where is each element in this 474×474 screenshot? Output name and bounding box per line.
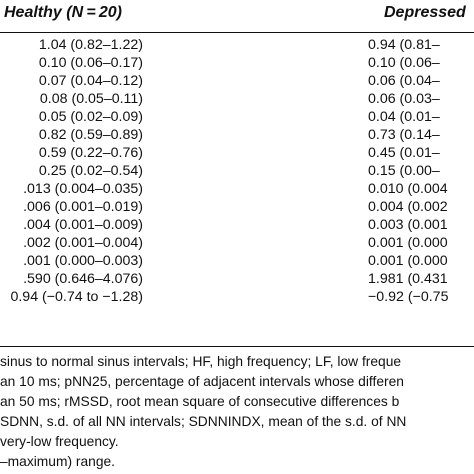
healthy-cell: 0.05 (0.02–0.09) — [38, 109, 143, 125]
table-footnotes: sinus to normal sinus intervals; HF, hig… — [0, 352, 474, 472]
depressed-cell: 1.981 (0.431 — [368, 271, 448, 287]
table-row: 0.10 (0.06–0.17) 0.10 (0.06– — [0, 54, 474, 72]
table-row: 1.04 (0.82–1.22) 0.94 (0.81– — [0, 36, 474, 54]
table-row: 0.07 (0.04–0.12) 0.06 (0.04– — [0, 72, 474, 90]
footnote-line: an 50 ms; rMSSD, root mean square of con… — [0, 394, 400, 409]
healthy-cell: 0.10 (0.06–0.17) — [38, 55, 143, 71]
depressed-cell: 0.010 (0.004 — [368, 181, 448, 197]
depressed-cell: 0.45 (0.01– — [368, 145, 440, 161]
table-body: 1.04 (0.82–1.22) 0.94 (0.81– 0.10 (0.06–0… — [0, 36, 474, 306]
table-row: 0.94 (−0.74 to −1.28) −0.92 (−0.75 — [0, 288, 474, 306]
healthy-cell: 0.25 (0.02–0.54) — [38, 163, 143, 179]
healthy-cell: .013 (0.004–0.035) — [23, 181, 143, 197]
depressed-cell: 0.04 (0.01– — [368, 109, 440, 125]
healthy-cell: 1.04 (0.82–1.22) — [38, 37, 143, 53]
depressed-cell: 0.06 (0.04– — [368, 73, 440, 89]
table-row: 0.82 (0.59–0.89) 0.73 (0.14– — [0, 126, 474, 144]
table-row: 0.25 (0.02–0.54) 0.15 (0.00– — [0, 162, 474, 180]
table-row: .004 (0.001–0.009) 0.003 (0.001 — [0, 216, 474, 234]
healthy-cell: 0.94 (−0.74 to −1.28) — [10, 289, 143, 305]
healthy-cell: 0.08 (0.05–0.11) — [39, 91, 143, 107]
column-header-depressed: Depressed — [384, 4, 466, 21]
healthy-cell: .002 (0.001–0.004) — [23, 235, 143, 251]
healthy-cell: 0.59 (0.22–0.76) — [38, 145, 143, 161]
header-rule — [0, 32, 474, 33]
healthy-cell: .001 (0.000–0.003) — [23, 253, 143, 269]
depressed-cell: 0.94 (0.81– — [368, 37, 440, 53]
depressed-cell: 0.15 (0.00– — [368, 163, 440, 179]
table-row: 0.08 (0.05–0.11) 0.06 (0.03– — [0, 90, 474, 108]
table-row: 0.59 (0.22–0.76) 0.45 (0.01– — [0, 144, 474, 162]
depressed-cell: 0.73 (0.14– — [368, 127, 440, 143]
table-row: .590 (0.646–4.076) 1.981 (0.431 — [0, 270, 474, 288]
healthy-cell: .590 (0.646–4.076) — [23, 271, 143, 287]
depressed-cell: 0.004 (0.002 — [368, 199, 448, 215]
table-row: .006 (0.001–0.019) 0.004 (0.002 — [0, 198, 474, 216]
healthy-cell: 0.07 (0.04–0.12) — [38, 73, 143, 89]
table-bottom-rule — [0, 346, 474, 347]
depressed-cell: 0.001 (0.000 — [368, 253, 448, 269]
depressed-cell: 0.10 (0.06– — [368, 55, 440, 71]
table-row: .002 (0.001–0.004) 0.001 (0.000 — [0, 234, 474, 252]
footnote-line: very-low frequency. — [0, 434, 119, 449]
table-row: 0.05 (0.02–0.09) 0.04 (0.01– — [0, 108, 474, 126]
depressed-cell: −0.92 (−0.75 — [368, 289, 449, 305]
footnote-line: an 10 ms; pNN25, percentage of adjacent … — [0, 374, 404, 389]
table-row: .013 (0.004–0.035) 0.010 (0.004 — [0, 180, 474, 198]
healthy-cell: .006 (0.001–0.019) — [23, 199, 143, 215]
table-row: .001 (0.000–0.003) 0.001 (0.000 — [0, 252, 474, 270]
column-header-healthy: Healthy (N = 20) — [4, 4, 122, 21]
depressed-cell: 0.001 (0.000 — [368, 235, 448, 251]
table-header: Healthy (N = 20) Depressed — [0, 0, 474, 32]
depressed-cell: 0.06 (0.03– — [368, 91, 440, 107]
healthy-cell: 0.82 (0.59–0.89) — [38, 127, 143, 143]
depressed-cell: 0.003 (0.001 — [368, 217, 448, 233]
footnote-line: SDNN, s.d. of all NN intervals; SDNNINDX… — [0, 414, 407, 429]
footnote-line: –maximum) range. — [0, 454, 116, 469]
healthy-cell: .004 (0.001–0.009) — [23, 217, 143, 233]
footnote-line: sinus to normal sinus intervals; HF, hig… — [0, 354, 402, 369]
